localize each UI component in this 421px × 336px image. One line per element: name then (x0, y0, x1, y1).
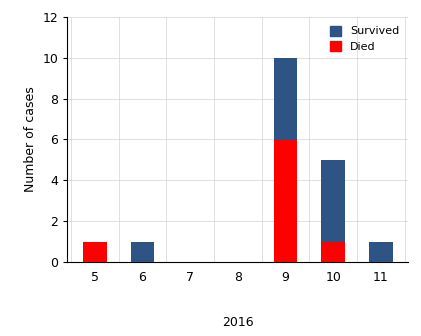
Y-axis label: Number of cases: Number of cases (24, 87, 37, 192)
Bar (274, 58, 298, 139)
Legend: Survived, Died: Survived, Died (327, 23, 403, 55)
Bar (83, 242, 107, 262)
Bar (131, 242, 155, 262)
Bar (321, 242, 345, 262)
Text: 2016: 2016 (222, 316, 254, 329)
Bar (321, 160, 345, 242)
Bar (369, 242, 393, 262)
Bar (274, 139, 298, 262)
